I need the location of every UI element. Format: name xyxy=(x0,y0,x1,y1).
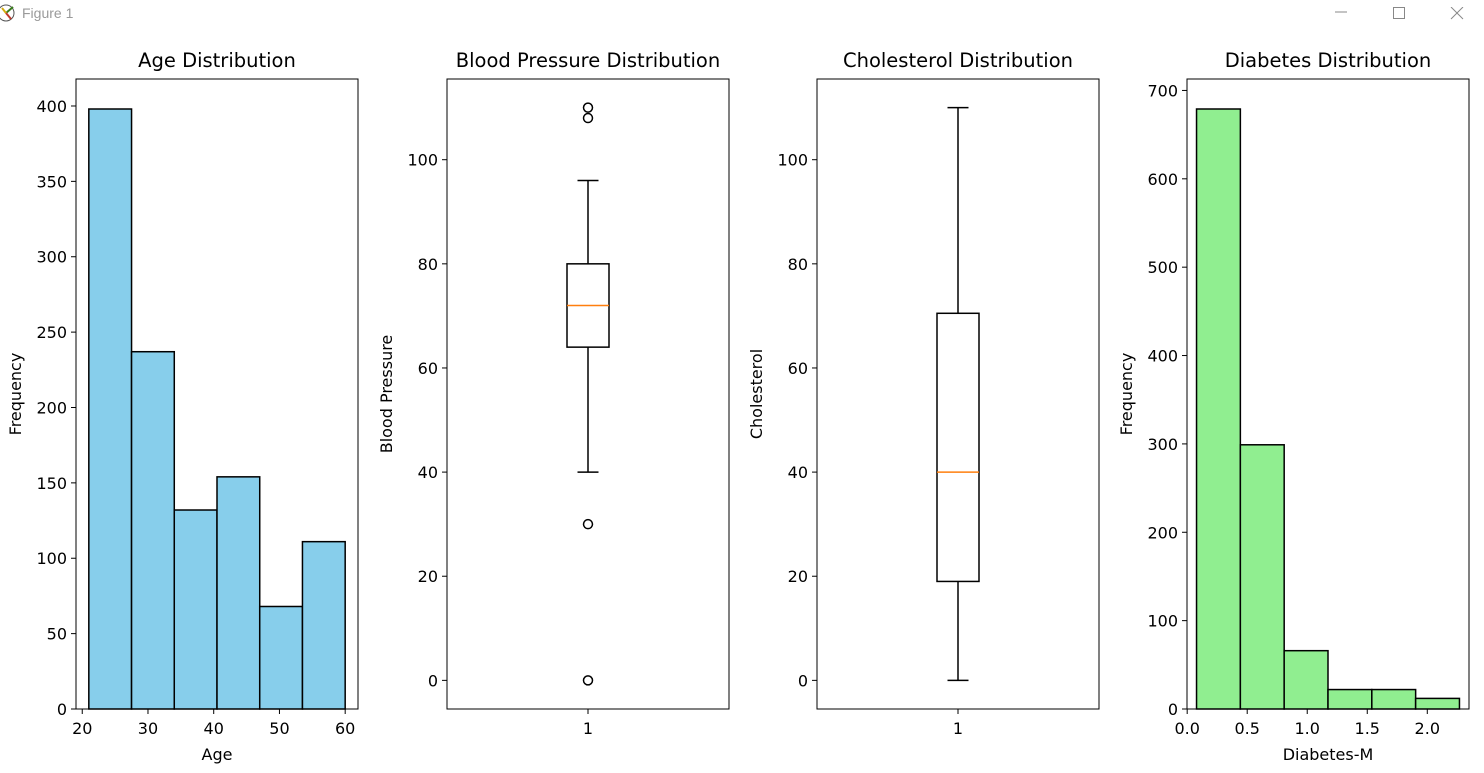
minimize-icon xyxy=(1335,11,1347,13)
x-axis-label: Age xyxy=(202,745,233,764)
outlier-point xyxy=(582,112,594,124)
y-tick-label: 40 xyxy=(418,463,438,482)
chart-title: Age Distribution xyxy=(138,49,296,72)
y-tick-label: 350 xyxy=(36,172,67,191)
y-tick-label: 150 xyxy=(36,474,67,493)
histogram-bar xyxy=(130,350,176,710)
axes-frame xyxy=(1186,78,1470,710)
outlier-point xyxy=(582,675,594,686)
histogram-bar xyxy=(1414,697,1461,710)
y-tick-label: 600 xyxy=(1147,170,1178,189)
y-tick-label: 20 xyxy=(788,567,808,586)
y-tick-label: 400 xyxy=(1147,347,1178,366)
subplot-3: 1 0 20 40 60 80 100 Cholesterol Distribution Cho… xyxy=(747,49,1100,738)
y-tick-label: 80 xyxy=(418,255,438,274)
x-tick-label: 1 xyxy=(583,719,593,738)
histogram-bar xyxy=(1239,444,1285,710)
subplot-1: 20 30 40 50 60 0 50 100 150 200 250 300 350 400 Age Di… xyxy=(6,49,359,764)
x-tick-label: 50 xyxy=(269,719,289,738)
y-axis-label: Blood Pressure xyxy=(377,335,396,454)
axes-frame xyxy=(446,78,730,710)
y-tick-label: 50 xyxy=(47,625,67,644)
x-tick-label: 1.5 xyxy=(1355,719,1380,738)
x-tick-label: 20 xyxy=(72,719,92,738)
y-tick-label: 200 xyxy=(1147,523,1178,542)
x-tick-label: 2.0 xyxy=(1415,719,1440,738)
chart-title: Cholesterol Distribution xyxy=(843,49,1073,72)
histogram-bar xyxy=(216,476,261,710)
y-tick-label: 300 xyxy=(1147,435,1178,454)
y-tick-label: 100 xyxy=(777,151,808,170)
axes-frame xyxy=(75,78,359,710)
maximize-icon xyxy=(1393,7,1405,19)
y-tick-label: 250 xyxy=(36,323,67,342)
histogram-bar xyxy=(173,509,218,710)
window-title: Figure 1 xyxy=(22,5,74,21)
axes-frame xyxy=(816,78,1100,710)
histogram-bar xyxy=(1195,108,1242,710)
y-tick-label: 100 xyxy=(1147,612,1178,631)
chart-title: Diabetes Distribution xyxy=(1225,49,1432,72)
histogram-bar xyxy=(1371,688,1417,710)
outlier-point xyxy=(582,102,594,113)
y-tick-label: 40 xyxy=(788,463,808,482)
x-tick-label: 0.0 xyxy=(1174,719,1199,738)
box-iqr xyxy=(936,312,980,583)
y-tick-label: 500 xyxy=(1147,258,1178,277)
y-tick-label: 60 xyxy=(418,359,438,378)
histogram-bar xyxy=(258,605,304,710)
figure-app-icon xyxy=(0,4,15,22)
y-axis-label: Frequency xyxy=(1117,353,1136,436)
y-tick-label: 20 xyxy=(418,567,438,586)
histogram-bar xyxy=(88,108,133,710)
minimize-button[interactable] xyxy=(1318,0,1364,28)
subplot-4: 0.0 0.5 1.0 1.5 2.0 0 100 200 300 400 500 600 700 Dia… xyxy=(1117,49,1470,764)
x-tick-label: 60 xyxy=(335,719,355,738)
subplot-2: 1 0 20 40 60 80 100 Blood Pressure Distribution… xyxy=(377,49,730,738)
y-axis-label: Frequency xyxy=(6,353,25,436)
y-tick-label: 0 xyxy=(428,671,438,690)
y-axis-label: Cholesterol xyxy=(747,349,766,439)
y-tick-label: 60 xyxy=(788,359,808,378)
y-tick-label: 0 xyxy=(798,671,808,690)
x-tick-label: 30 xyxy=(138,719,158,738)
y-tick-label: 0 xyxy=(57,700,67,719)
y-tick-label: 300 xyxy=(36,248,67,267)
x-tick-label: 0.5 xyxy=(1234,719,1259,738)
chart-title: Blood Pressure Distribution xyxy=(456,49,720,72)
x-tick-label: 1 xyxy=(953,719,963,738)
close-button[interactable] xyxy=(1434,0,1480,28)
x-axis-label: Diabetes-M xyxy=(1283,745,1374,764)
histogram-bar xyxy=(1327,688,1373,710)
y-tick-label: 80 xyxy=(788,255,808,274)
y-tick-label: 0 xyxy=(1168,700,1178,719)
outlier-point xyxy=(582,518,594,530)
y-tick-label: 100 xyxy=(36,549,67,568)
maximize-button[interactable] xyxy=(1376,0,1422,28)
x-tick-label: 40 xyxy=(204,719,224,738)
y-tick-label: 100 xyxy=(407,151,438,170)
histogram-bar xyxy=(301,540,346,710)
histogram-bar xyxy=(1283,649,1329,710)
window-titlebar: Figure 1 xyxy=(0,0,1484,28)
y-tick-label: 200 xyxy=(36,398,67,417)
y-tick-label: 700 xyxy=(1147,81,1178,100)
y-tick-label: 400 xyxy=(36,97,67,116)
close-icon xyxy=(1450,7,1464,20)
x-tick-label: 1.0 xyxy=(1295,719,1320,738)
